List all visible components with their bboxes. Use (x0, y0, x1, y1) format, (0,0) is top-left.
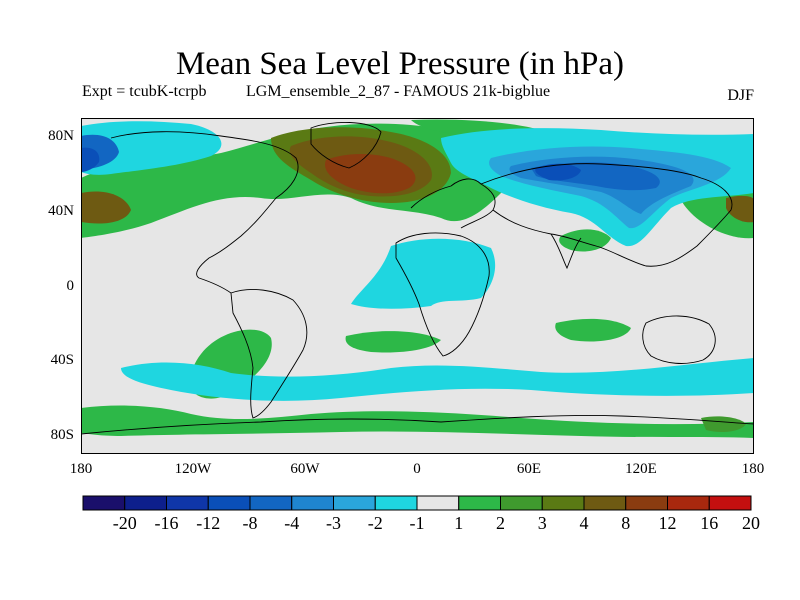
colorbar-swatch (583, 495, 627, 511)
colorbar (82, 495, 752, 511)
colorbar-swatch (207, 495, 251, 511)
colorbar-swatch (124, 495, 167, 511)
colorbar-tick-label: -8 (242, 513, 258, 533)
lon-label-120e: 120E (625, 461, 657, 477)
colorbar-swatch (249, 495, 293, 511)
colorbar-tick-label: -4 (284, 513, 300, 533)
ensemble-label: LGM_ensemble_2_87 - FAMOUS 21k-bigblue (246, 83, 551, 100)
contour-neg-4-alaska (81, 147, 100, 172)
contour-pos-1-subantarctic (81, 405, 754, 438)
contour-pos-1-asia (559, 229, 611, 252)
contour-neg-8-eurasia (535, 163, 581, 181)
lon-label-180e: 180 (741, 461, 765, 477)
lat-label-40n: 40N (48, 203, 74, 219)
colorbar-swatch (82, 495, 126, 511)
coast-south-america (230, 289, 308, 419)
colorbar-tick-label: -2 (367, 513, 383, 533)
colorbar-swatch (416, 495, 460, 511)
contour-neg-1-southern-ocean (121, 358, 754, 401)
contour-neg-1-north-pacific (81, 121, 222, 175)
lon-label-60w: 60W (290, 461, 320, 477)
page-title: Mean Sea Level Pressure (in hPa) (175, 46, 625, 82)
colorbar-swatch (374, 495, 418, 511)
lat-label-80n: 80N (48, 128, 74, 144)
colorbar-swatch (541, 495, 585, 511)
lon-label-180w: 180 (69, 461, 93, 477)
map-frame (81, 118, 754, 454)
lat-label-eq: 0 (66, 278, 75, 294)
lon-label-0: 0 (413, 461, 421, 477)
colorbar-tick-label: -1 (409, 513, 425, 533)
lat-label-80s: 80S (50, 427, 74, 443)
colorbar-swatch (500, 495, 543, 511)
coast-australia (642, 315, 716, 364)
colorbar-tick-label: 16 (700, 513, 719, 533)
lon-label-60e: 60E (516, 461, 542, 477)
pressure-anomaly-map (81, 118, 754, 454)
colorbar-swatch (291, 495, 334, 511)
colorbar-swatch (625, 495, 668, 511)
colorbar-swatch (333, 495, 376, 511)
lat-label-40s: 40S (50, 352, 74, 368)
colorbar-tick-label: 8 (621, 513, 631, 533)
colorbar-tick-label: 4 (579, 513, 589, 533)
colorbar-tick-label: 20 (742, 513, 760, 533)
colorbar-swatch (166, 495, 209, 511)
colorbar-tick-label: 2 (496, 513, 505, 533)
contour-pos-1-indian (555, 318, 631, 342)
coast-antarctica (81, 415, 754, 435)
season-label: DJF (727, 87, 754, 104)
colorbar-tick-label: 3 (537, 513, 547, 533)
contour-pos-8-pacific (81, 191, 131, 224)
contour-pos-1-south-atlantic (345, 331, 441, 353)
colorbar-swatch (458, 495, 501, 511)
contour-pos-4-east-pacific (726, 195, 754, 223)
colorbar-tick-label: -20 (112, 513, 137, 533)
lon-label-120w: 120W (174, 461, 212, 477)
colorbar-tick-label: -12 (196, 513, 221, 533)
colorbar-tick-label: -16 (154, 513, 179, 533)
coast-asia (480, 163, 733, 267)
experiment-label: Expt = tcubK-tcrpb (82, 83, 207, 100)
colorbar-tick-label: 12 (658, 513, 677, 533)
colorbar-tick-label: -3 (326, 513, 341, 533)
colorbar-swatch (667, 495, 710, 511)
contour-neg-1-tropical-atlantic (351, 238, 496, 309)
contour-pos-8-atlantic (325, 154, 416, 194)
coast-north-america (110, 131, 299, 294)
coast-india (550, 233, 582, 270)
contour-pos-2-antarctic-east (701, 416, 746, 432)
colorbar-tick-label: 1 (454, 513, 464, 533)
coast-africa (395, 232, 490, 357)
coast-greenland (310, 121, 382, 169)
colorbar-swatch (708, 495, 752, 511)
coastlines (81, 121, 754, 435)
